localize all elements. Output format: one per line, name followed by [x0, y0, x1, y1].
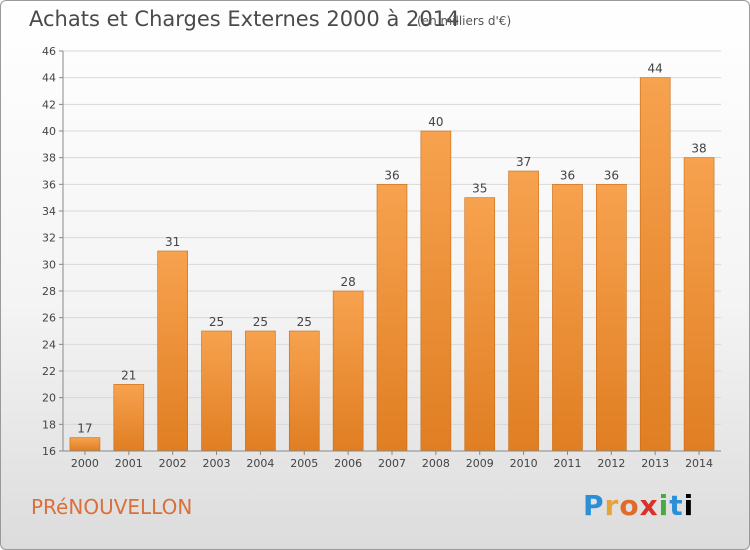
bar-2007	[376, 184, 408, 452]
y-tick-label: 32	[42, 232, 56, 245]
data-label: 31	[165, 235, 180, 249]
bar-2011	[552, 184, 583, 452]
x-tick-label: 2003	[203, 457, 231, 470]
y-tick-label: 34	[42, 205, 56, 218]
data-label: 21	[121, 368, 136, 382]
y-tick-label: 26	[42, 312, 56, 325]
bar-2005	[288, 330, 320, 452]
y-tick-label: 30	[42, 258, 56, 271]
data-label: 25	[253, 315, 268, 329]
data-label: 25	[209, 315, 224, 329]
data-label: 40	[428, 115, 443, 129]
bar-2010	[508, 170, 539, 452]
y-tick-label: 20	[42, 392, 56, 405]
data-label: 36	[384, 168, 399, 182]
bar-2000	[69, 437, 101, 452]
y-tick-label: 44	[42, 72, 56, 85]
x-tick-label: 2006	[334, 457, 362, 470]
bar-2014	[683, 157, 715, 452]
axes: 16 18 20 22 24 26 28 30 32 34 36 38 40 42 44 46 2000 2001…	[42, 45, 721, 470]
data-label: 17	[77, 422, 92, 436]
bar-2002	[157, 250, 188, 452]
data-label: 36	[604, 168, 619, 182]
chart-subtitle: (en milliers d'€)	[417, 14, 512, 28]
bar-2001	[113, 384, 145, 452]
x-tick-label: 2000	[71, 457, 99, 470]
y-tick-label: 40	[42, 125, 56, 138]
bar-2003	[201, 330, 232, 452]
y-tick-label: 42	[42, 98, 56, 111]
bar-2004	[245, 330, 276, 452]
bar-2008	[420, 130, 452, 452]
bar-2013	[639, 77, 671, 452]
x-tick-label: 2009	[466, 457, 494, 470]
bar-2012	[596, 184, 627, 452]
x-tick-label: 2011	[553, 457, 581, 470]
x-tick-label: 2013	[641, 457, 669, 470]
x-tick-label: 2004	[246, 457, 274, 470]
y-tick-label: 46	[42, 45, 56, 58]
data-labels: 17 21 31 25 25 25 28 36 40 35 37 36 36 44 38	[77, 62, 706, 436]
x-tick-label: 2005	[290, 457, 318, 470]
x-tick-label: 2008	[422, 457, 450, 470]
y-tick-label: 18	[42, 418, 56, 431]
x-tick-label: 2007	[378, 457, 406, 470]
data-label: 38	[691, 142, 706, 156]
x-tick-label: 2012	[597, 457, 625, 470]
y-tick-label: 36	[42, 178, 56, 191]
y-tick-label: 38	[42, 152, 56, 165]
bar-2009	[464, 197, 496, 452]
x-tick-label: 2010	[510, 457, 538, 470]
x-tick-label: 2014	[685, 457, 713, 470]
proxiti-logo: Proxiti	[583, 489, 695, 522]
y-tick-label: 16	[42, 445, 56, 458]
commune-name: PRéNOUVELLON	[31, 495, 193, 519]
data-label: 44	[648, 62, 663, 76]
data-label: 28	[340, 275, 355, 289]
data-label: 36	[560, 168, 575, 182]
data-label: 25	[297, 315, 312, 329]
bars	[69, 77, 715, 452]
x-tick-label: 2002	[159, 457, 187, 470]
x-tick-label: 2001	[115, 457, 143, 470]
chart-title: Achats et Charges Externes 2000 à 2014	[29, 7, 460, 31]
data-label: 37	[516, 155, 531, 169]
bar-2006	[332, 290, 364, 452]
y-tick-label: 22	[42, 365, 56, 378]
data-label: 35	[472, 182, 487, 196]
y-tick-label: 24	[42, 338, 56, 351]
y-tick-label: 28	[42, 285, 56, 298]
